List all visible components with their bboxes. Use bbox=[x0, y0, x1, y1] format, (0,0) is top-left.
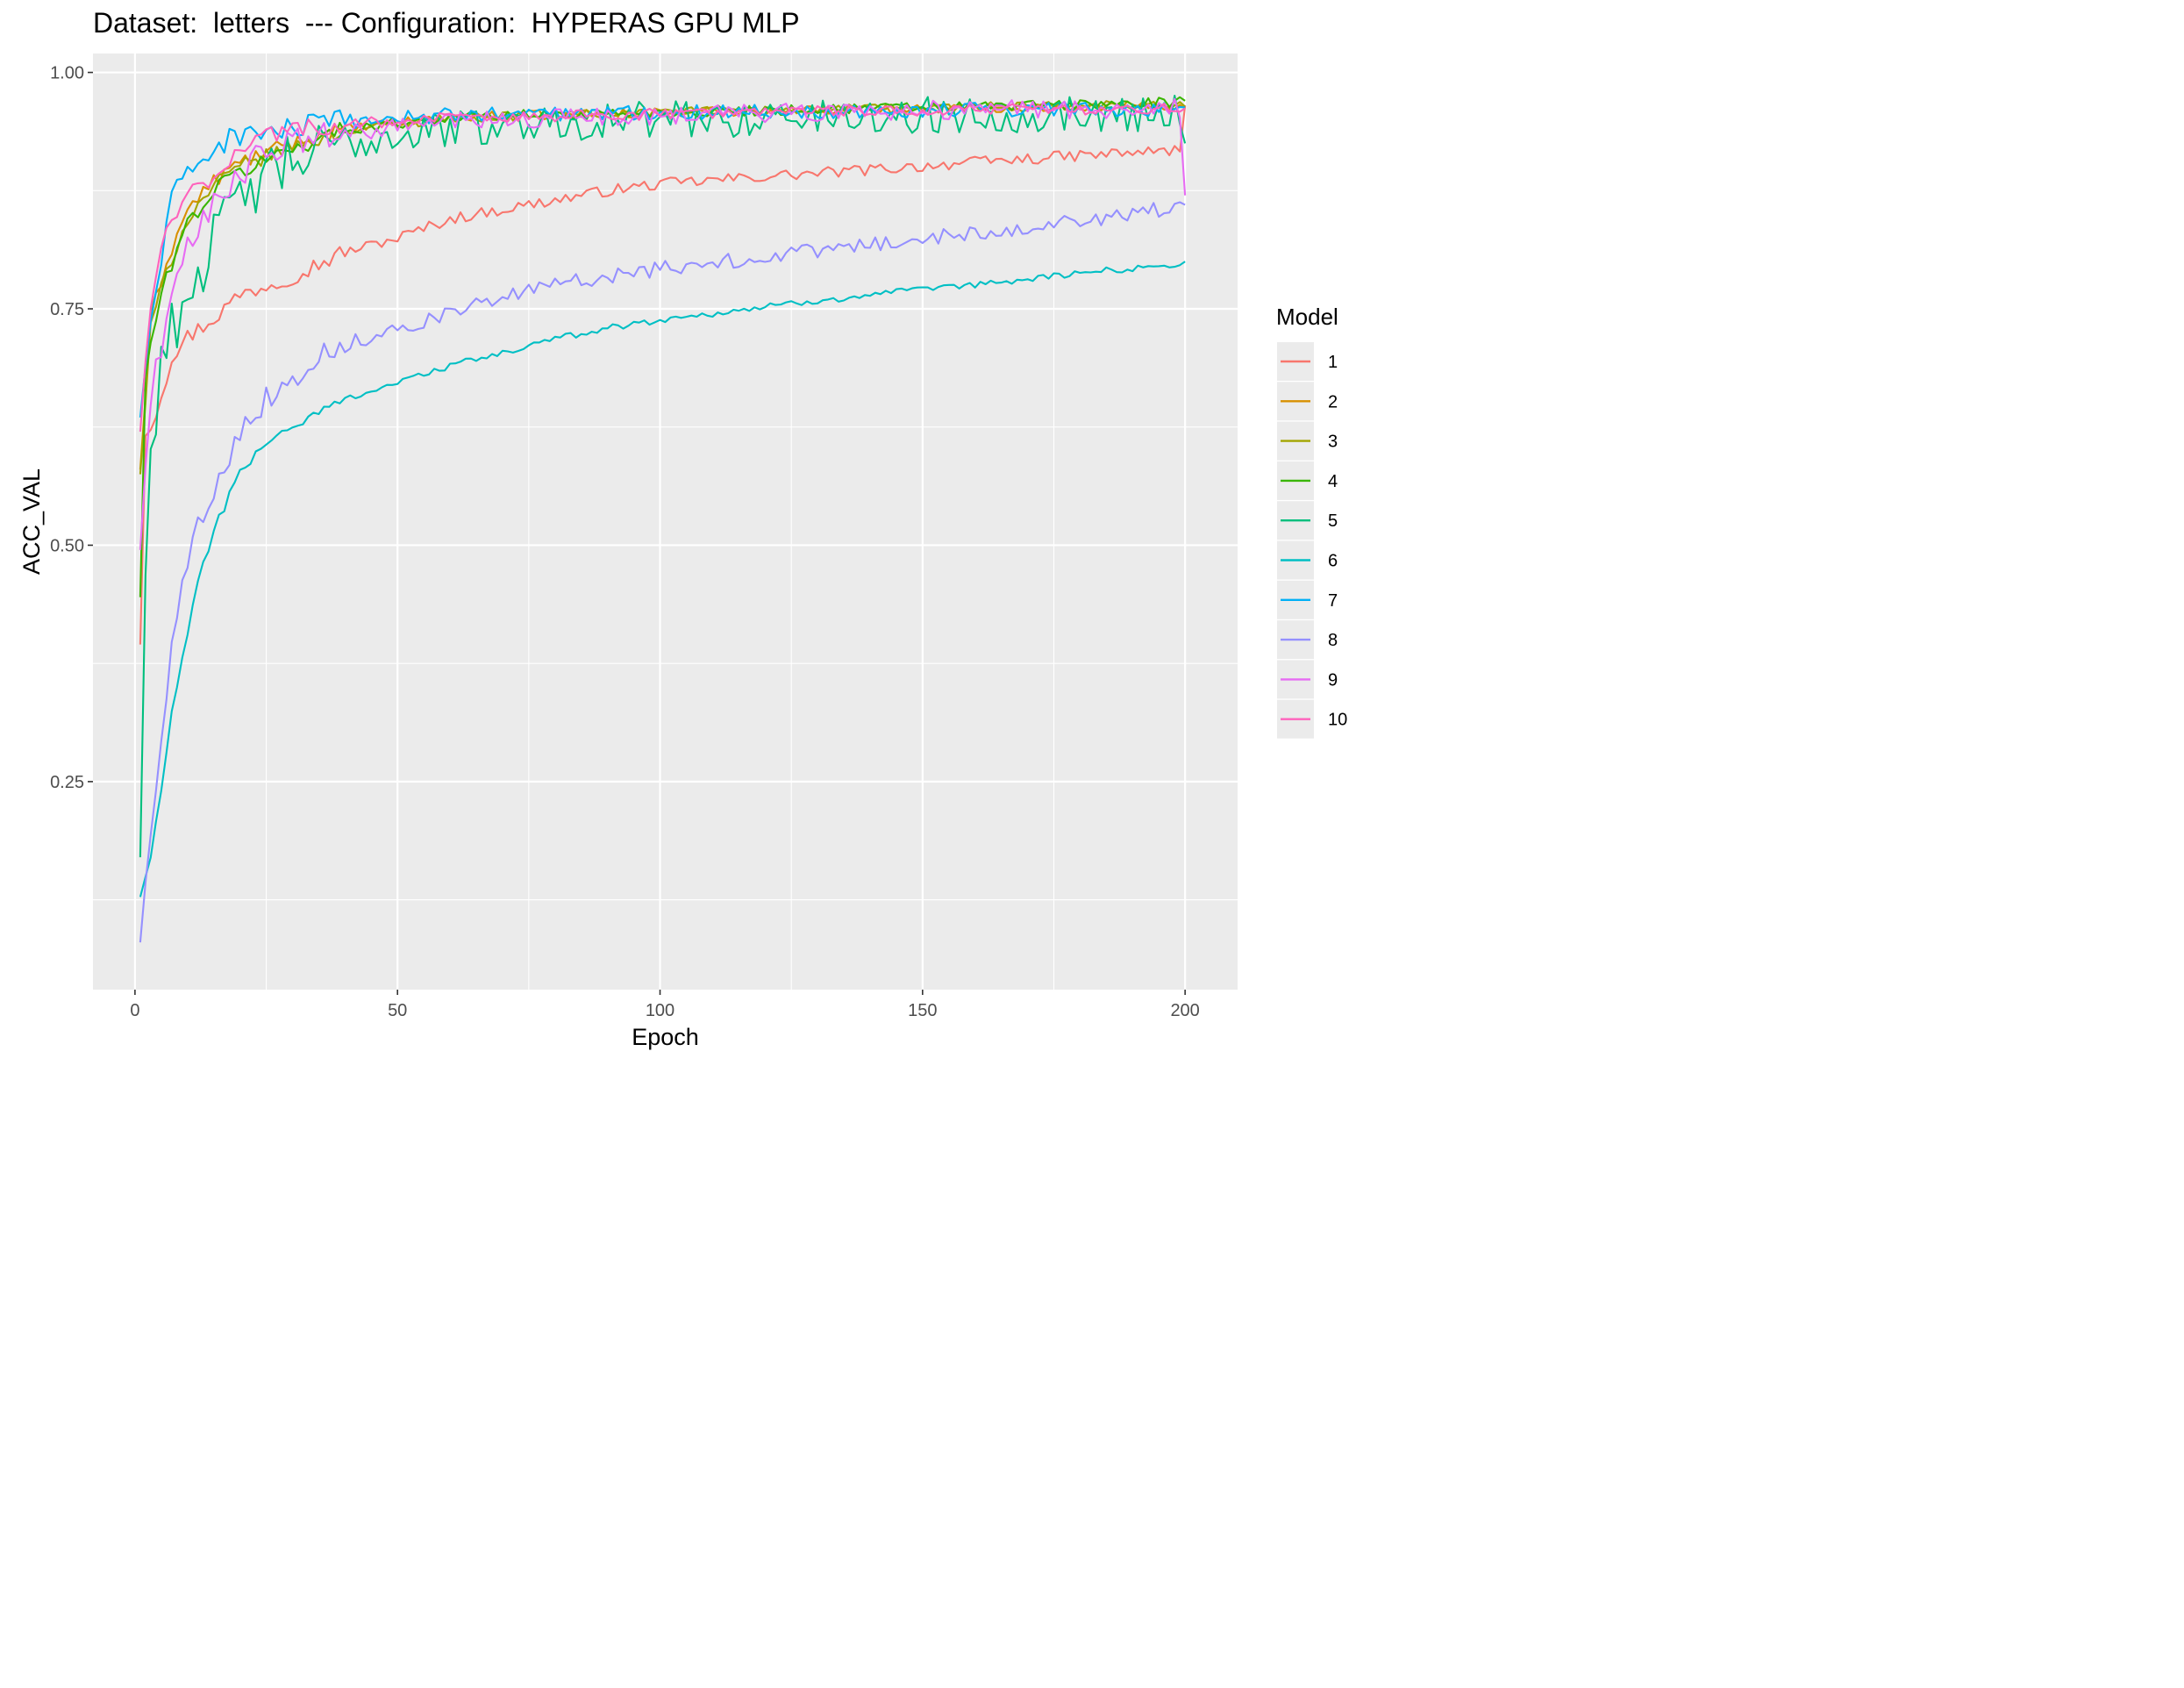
major-gridlines bbox=[93, 54, 1238, 990]
legend-label-model-1: 1 bbox=[1328, 353, 1338, 372]
chart-title: Dataset: letters --- Configuration: HYPE… bbox=[93, 7, 800, 39]
legend-title: Model bbox=[1276, 304, 1338, 330]
series-line-model-1 bbox=[139, 105, 1187, 645]
legend-label-model-9: 9 bbox=[1328, 670, 1338, 690]
y-tick-label: 1.00 bbox=[50, 64, 84, 83]
legend: Model 1 2 3 4 5 6 7 8 9 10 bbox=[1276, 304, 1347, 739]
legend-label-model-8: 8 bbox=[1328, 631, 1338, 650]
minor-gridlines bbox=[93, 54, 1238, 990]
y-tick-label: 0.50 bbox=[50, 536, 84, 555]
y-axis: 0.25 0.50 0.75 1.00 bbox=[50, 64, 93, 792]
legend-label-model-4: 4 bbox=[1328, 472, 1338, 491]
x-axis: 0 50 100 150 200 bbox=[130, 990, 1200, 1020]
plot-panel bbox=[93, 54, 1238, 990]
chart-canvas: 0 50 100 150 200 0.25 0.50 0.75 1.00 Epoch ACC_… bbox=[18, 54, 1347, 1050]
legend-label-model-7: 7 bbox=[1328, 591, 1338, 611]
x-axis-title: Epoch bbox=[632, 1024, 699, 1050]
series-lines bbox=[139, 94, 1187, 943]
legend-label-model-10: 10 bbox=[1328, 711, 1347, 730]
legend-label-model-6: 6 bbox=[1328, 552, 1338, 571]
series-line-model-10 bbox=[139, 103, 1186, 433]
x-tick-label: 0 bbox=[130, 1001, 139, 1020]
legend-label-model-5: 5 bbox=[1328, 511, 1338, 531]
y-tick-label: 0.25 bbox=[50, 773, 84, 792]
series-line-model-6 bbox=[139, 261, 1186, 898]
x-tick-label: 200 bbox=[1170, 1001, 1199, 1020]
x-tick-label: 50 bbox=[388, 1001, 407, 1020]
series-line-model-5 bbox=[139, 94, 1187, 858]
legend-label-model-2: 2 bbox=[1328, 392, 1338, 411]
x-tick-label: 100 bbox=[646, 1001, 674, 1020]
y-tick-label: 0.75 bbox=[50, 300, 84, 319]
x-tick-label: 150 bbox=[908, 1001, 937, 1020]
series-line-model-9 bbox=[139, 97, 1187, 550]
legend-label-model-3: 3 bbox=[1328, 433, 1338, 452]
y-axis-title: ACC_VAL bbox=[18, 468, 45, 575]
series-line-model-8 bbox=[139, 201, 1186, 943]
